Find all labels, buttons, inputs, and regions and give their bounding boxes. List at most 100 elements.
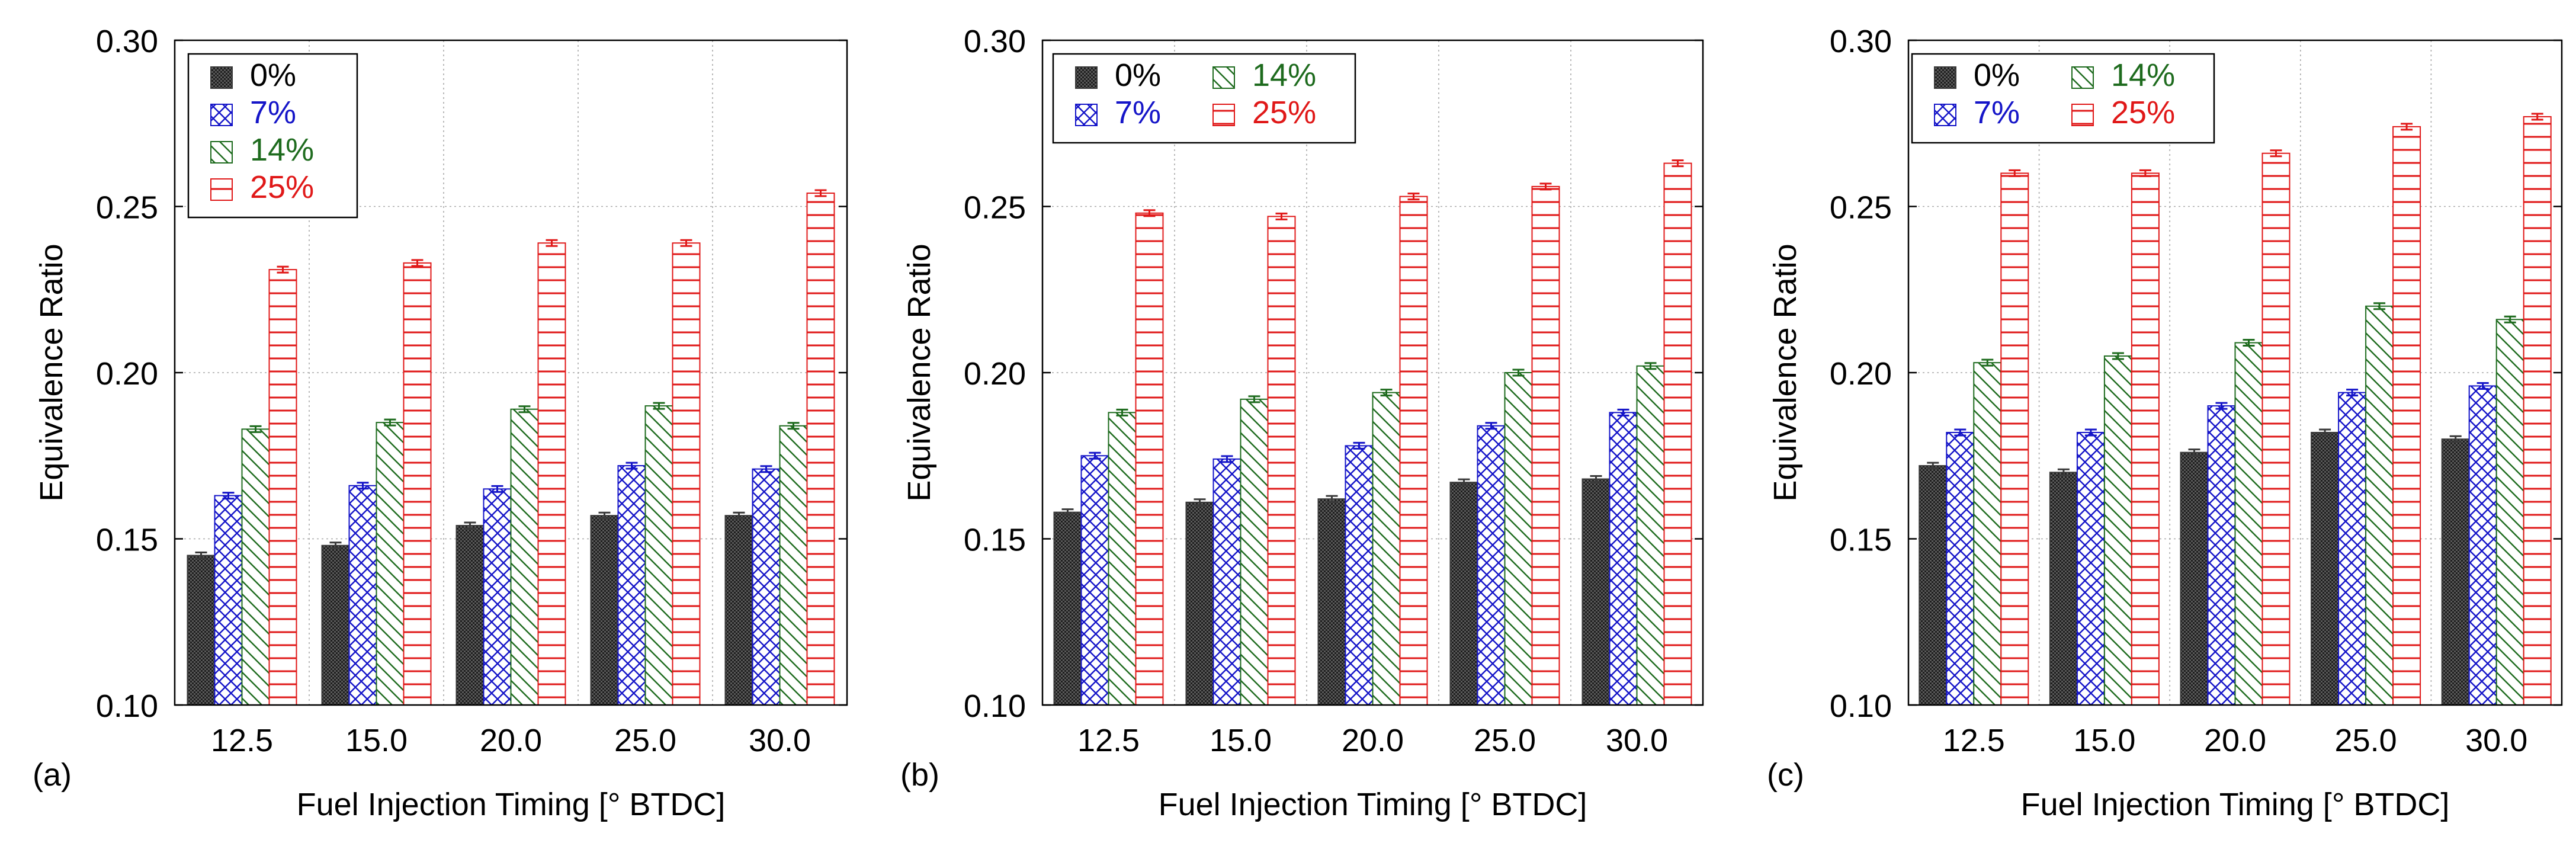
error-bar xyxy=(2449,435,2462,443)
bar-7pct-12.5 xyxy=(214,495,243,706)
error-bar xyxy=(1672,159,1684,168)
x-tick-label: 15.0 xyxy=(2073,723,2135,758)
y-tick-label: 0.15 xyxy=(96,523,158,558)
bar-7pct-20.0 xyxy=(1345,445,1374,706)
y-tick-label: 0.10 xyxy=(1830,688,1892,724)
error-bar xyxy=(760,465,772,473)
series-25pct xyxy=(2000,113,2552,706)
bar-14pct-12.5 xyxy=(1108,412,1137,706)
legend-label: 25% xyxy=(1252,95,1316,130)
x-tick-label: 15.0 xyxy=(1210,723,1272,758)
x-tick-label: 25.0 xyxy=(2335,723,2397,758)
error-bar xyxy=(329,541,342,550)
bar-25pct-20.0 xyxy=(2261,152,2291,706)
legend-label: 7% xyxy=(250,95,296,130)
error-bar xyxy=(1458,478,1470,486)
y-tick-label: 0.25 xyxy=(96,190,158,226)
error-bar xyxy=(2243,339,2255,347)
bar-25pct-12.5 xyxy=(2000,172,2029,706)
error-bar xyxy=(1954,428,1967,437)
bar-0pct-12.5 xyxy=(1919,465,1948,706)
x-tick-label: 30.0 xyxy=(749,723,811,758)
error-bar xyxy=(546,239,558,247)
bar-25pct-20.0 xyxy=(1399,196,1428,706)
error-bar xyxy=(1407,193,1420,201)
y-tick-label: 0.25 xyxy=(964,190,1026,226)
error-bar xyxy=(1089,451,1101,460)
series-0pct xyxy=(1919,428,2470,706)
bar-7pct-30.0 xyxy=(752,468,781,706)
panel-label: (a) xyxy=(33,757,72,793)
legend-swatch xyxy=(1075,66,1098,89)
error-bar xyxy=(2504,315,2516,323)
bar-25pct-25.0 xyxy=(2392,126,2421,706)
x-tick-label: 15.0 xyxy=(345,723,408,758)
y-tick-label: 0.20 xyxy=(1830,356,1892,392)
error-bar xyxy=(2057,468,2070,476)
bar-25pct-30.0 xyxy=(1663,162,1692,706)
error-bar xyxy=(625,462,638,470)
error-bar xyxy=(277,265,289,274)
error-bar xyxy=(1353,441,1365,450)
bar-7pct-25.0 xyxy=(617,465,646,706)
panel-label: (c) xyxy=(1767,757,1804,793)
chart-panel-1: 0.10 0.15 0.20 0.25 0.30 12.5 15.0 20.0 25.0 30.0… xyxy=(33,24,848,822)
y-tick-label: 0.30 xyxy=(964,24,1026,59)
series-7pct xyxy=(1946,382,2497,706)
error-bar xyxy=(249,425,262,433)
legend-label: 14% xyxy=(2111,57,2175,93)
bar-14pct-12.5 xyxy=(241,428,270,706)
x-tick-label: 12.5 xyxy=(1943,723,2005,758)
error-bar xyxy=(195,552,207,560)
bar-25pct-20.0 xyxy=(537,242,566,706)
error-bar xyxy=(1143,209,1156,217)
legend-swatch xyxy=(210,141,233,164)
legend-swatch xyxy=(1934,104,1956,126)
y-axis-label: Equivalence Ratio xyxy=(1767,243,1803,501)
error-bar xyxy=(1927,462,1939,470)
error-bar xyxy=(2188,448,2200,457)
bar-14pct-20.0 xyxy=(1372,392,1401,706)
gridlines xyxy=(1908,40,2562,706)
error-bar xyxy=(222,492,235,500)
error-bar xyxy=(1485,422,1497,430)
bar-0pct-30.0 xyxy=(1581,478,1611,706)
series-25pct xyxy=(268,189,835,706)
y-tick-label: 0.20 xyxy=(964,356,1026,392)
error-bar xyxy=(1326,495,1338,503)
legend: 0%7% 14%25% xyxy=(1052,53,1356,144)
error-bar xyxy=(2139,169,2151,177)
error-bar xyxy=(411,259,424,267)
legend-label: 0% xyxy=(1115,57,1161,93)
error-bar xyxy=(1380,389,1393,397)
bar-0pct-12.5 xyxy=(187,555,216,706)
series-0pct xyxy=(1053,475,1611,706)
y-tick-label: 0.30 xyxy=(96,24,158,59)
error-bar xyxy=(1061,508,1074,517)
bar-14pct-30.0 xyxy=(779,425,808,706)
legend-swatch xyxy=(1212,66,1235,89)
error-bar xyxy=(384,418,396,427)
error-bar xyxy=(464,521,476,530)
bar-25pct-15.0 xyxy=(1267,216,1296,706)
error-bar xyxy=(1248,395,1260,403)
bar-14pct-12.5 xyxy=(1973,362,2002,706)
y-tick-label: 0.10 xyxy=(964,688,1026,724)
error-bar xyxy=(2215,402,2228,410)
bar-0pct-20.0 xyxy=(1317,498,1346,706)
legend-swatch xyxy=(1075,104,1098,126)
error-bar xyxy=(1617,408,1629,416)
legend-item-7pct: 7% xyxy=(1934,95,2020,130)
bar-0pct-15.0 xyxy=(1185,501,1214,706)
legend-label: 25% xyxy=(2111,95,2175,130)
bar-25pct-12.5 xyxy=(268,269,297,706)
bar-0pct-25.0 xyxy=(590,515,619,706)
error-bar xyxy=(1512,368,1525,377)
bar-14pct-25.0 xyxy=(2365,305,2394,706)
y-axis-label: Equivalence Ratio xyxy=(902,243,937,501)
bar-25pct-30.0 xyxy=(806,193,835,706)
x-axis-label: Fuel Injection Timing [° BTDC] xyxy=(1159,787,1587,822)
error-bar xyxy=(598,511,611,520)
error-bar xyxy=(1221,455,1233,463)
